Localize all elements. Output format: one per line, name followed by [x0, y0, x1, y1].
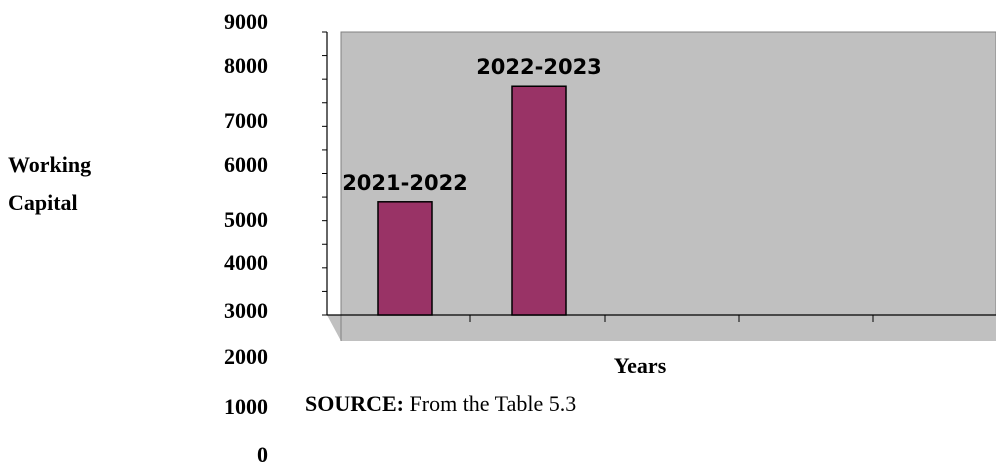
- y-tick-label: 9000: [224, 9, 268, 34]
- y-axis-label-line-1: Working: [8, 152, 91, 177]
- y-tick-label: 5000: [224, 207, 268, 232]
- source-text: From the Table 5.3: [404, 391, 577, 416]
- y-tick-label: 4000: [224, 250, 268, 275]
- y-axis-label-line-2: Capital: [8, 190, 78, 215]
- bar-label-2022-2023: 2022-2023: [476, 55, 602, 79]
- bar-label-2021-2022: 2021-2022: [342, 171, 468, 195]
- y-tick-label: 6000: [224, 152, 268, 177]
- bar-2021-2022: [377, 201, 433, 316]
- y-tick-label: 1000: [224, 394, 268, 419]
- plot-floor: [327, 315, 996, 341]
- y-tick-label: 3000: [224, 298, 268, 323]
- source-note: SOURCE: From the Table 5.3: [305, 391, 576, 417]
- y-tick-label: 0: [257, 442, 268, 465]
- y-tick-label: 8000: [224, 53, 268, 78]
- source-label: SOURCE:: [305, 391, 405, 416]
- y-tick-label: 2000: [224, 344, 268, 369]
- bar-2022-2023: [511, 85, 567, 316]
- x-axis-label: Years: [614, 353, 667, 378]
- y-tick-label: 7000: [224, 108, 268, 133]
- plot-area: [340, 31, 996, 316]
